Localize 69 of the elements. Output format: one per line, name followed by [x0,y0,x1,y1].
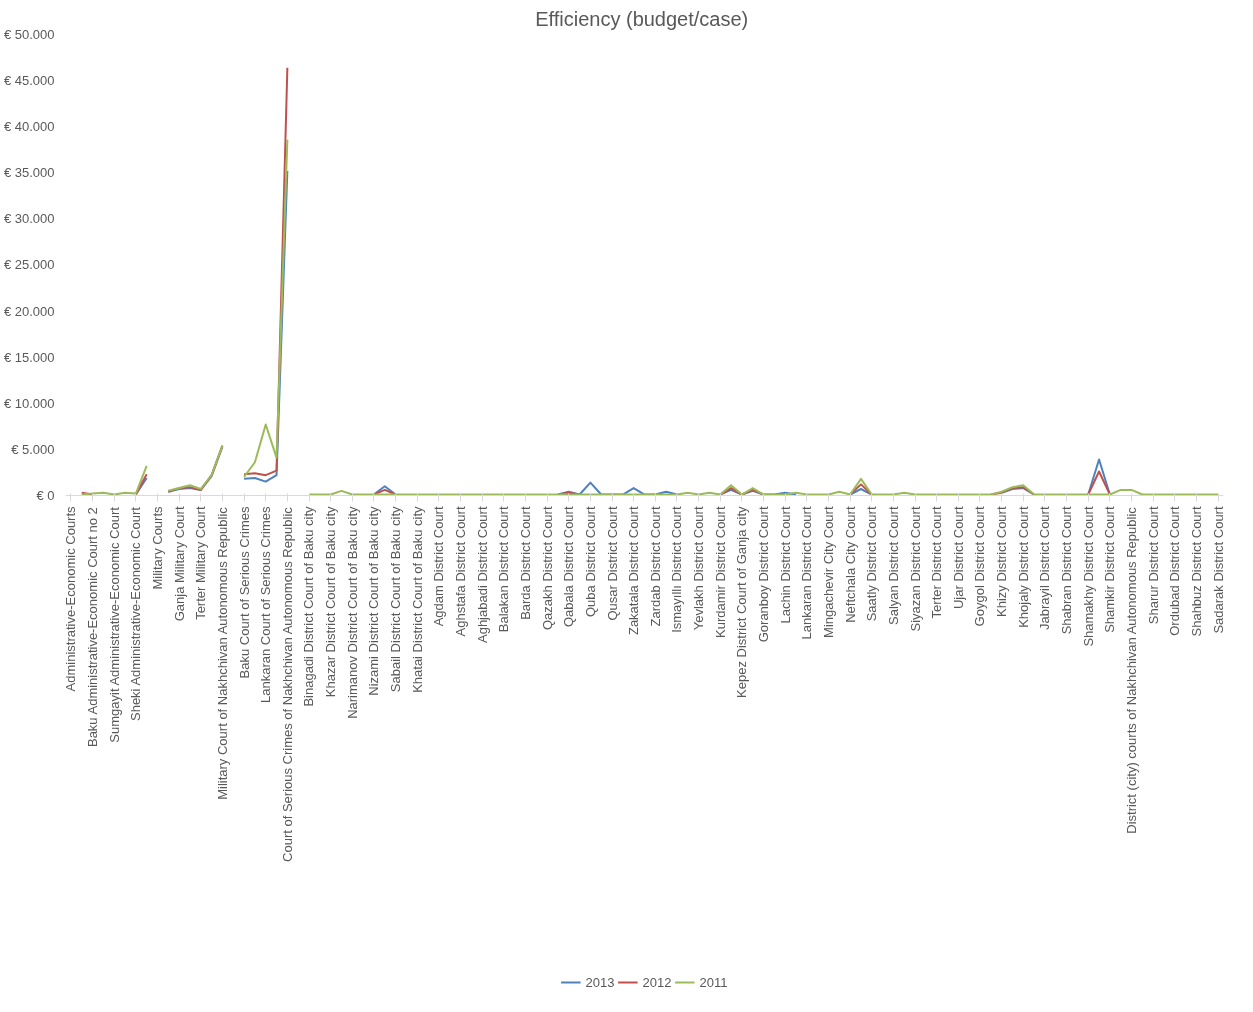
y-tick-label: € 30.000 [3,211,55,227]
x-tick-label: Military Courts [149,505,165,590]
y-tick-label: € 35.000 [3,165,55,181]
x-tick-label: Ismayıllı District Court [669,506,685,633]
x-tick-label: Baku Administrative-Economic Court no 2 [85,507,101,748]
x-tick-label: Court of Serious Crimes of Nakhchivan Autonomous Republic [279,506,295,862]
x-tick-label: Goranboy District Court [756,506,772,643]
x-tick-label: Nizami District Court of Baku city [366,505,382,696]
x-tick-label: Khazar District Court of Baku city [323,505,339,698]
y-tick-label: € 45.000 [3,73,55,89]
y-tick-label: € 25.000 [3,257,55,273]
x-tick-label: Qabala District Court [561,506,577,628]
x-tick-label: Administrative-Economic Courts [63,505,79,692]
x-tick-label: Kurdamir District Court [712,506,728,638]
chart-title: Efficiency (budget/case) [535,7,749,30]
x-tick-label: Qusar District Court [604,506,620,621]
x-tick-label: Lankaran District Court [799,506,815,640]
x-tick-label: Binagadi District Court of Baku city [301,505,317,707]
x-tick-label: Sadarak District Court [1210,506,1226,634]
x-tick-label: Khizy District Court [994,506,1010,617]
x-tick-label: Yevlakh District Court [691,506,707,631]
x-tick-label: Mingachevir City Court [820,506,836,638]
x-tick-label: Zardab District Court [647,506,663,627]
x-tick-label: Ujar District Court [950,506,966,610]
x-tick-label: Terter District Court [929,506,945,619]
x-tick-label: Aghjabadi District Court [474,506,490,644]
x-tick-label: Goygol District Court [972,506,988,627]
x-tick-label: Sharur District Court [1145,506,1161,625]
x-tick-label: Shamakhy District Court [1080,506,1096,647]
x-tick-label: Terter Military Court [193,506,209,620]
x-tick-label: Narimanov District Court of Baku city [344,505,360,719]
x-tick-label: Khatai District Court of Baku city [409,505,425,693]
legend-label: 2011 [699,974,728,990]
y-tick-label: € 40.000 [3,119,55,135]
x-tick-label: Quba District Court [582,506,598,617]
x-tick-label: Lankaran Court of Serious Crimes [258,505,274,703]
y-tick-label: € 20.000 [3,303,55,319]
x-tick-label: Kepez District Court of Ganja city [734,505,750,698]
x-tick-label: Agdam District Court [431,506,447,627]
x-tick-label: Siyazan District Court [907,506,923,632]
x-tick-label: Shahbuz District Court [1188,506,1204,637]
y-tick-label: € 10.000 [3,395,55,411]
x-tick-label: Qazakh District Court [539,506,555,630]
x-tick-label: Balakan District Court [496,506,512,633]
y-tick-label: € 5.000 [11,441,55,457]
x-tick-label: Sabail District Court of Baku city [388,505,404,693]
legend-label: 2012 [642,974,672,990]
x-tick-label: Zakatala District Court [626,506,642,636]
x-tick-label: District (city) courts of Nakhchivan Autonomous Republic [1124,506,1140,834]
x-tick-label: Jabrayil District Court [1037,506,1053,630]
x-tick-label: Shamkir District Court [1102,506,1118,633]
x-tick-label: Saatly District Court [864,506,880,622]
x-tick-label: Barda District Court [517,506,533,620]
y-tick-label: € 0 [36,487,55,503]
x-tick-label: Sumgayit Administrative-Economic Court [106,506,122,743]
x-tick-label: Aghstafa District Court [453,506,469,637]
x-tick-label: Sheki Administrative-Economic Court [128,506,144,722]
x-tick-label: Ganja Military Court [171,506,187,622]
x-tick-label: Khojaly District Court [1015,506,1031,628]
x-tick-label: Lachin District Court [777,506,793,624]
y-tick-label: € 50.000 [3,27,55,42]
x-tick-label: Ordubad District Court [1167,506,1183,636]
x-tick-label: Salyan District Court [885,506,901,625]
legend-label: 2013 [585,974,615,990]
x-tick-label: Military Court of Nakhchivan Autonomous Republic [214,506,230,800]
x-tick-label: Neftchala City Court [842,506,858,623]
x-tick-label: Shabran District Court [1059,506,1075,635]
x-tick-label: Baku Court of Serious Crimes [236,505,252,679]
y-tick-label: € 15.000 [3,349,55,365]
